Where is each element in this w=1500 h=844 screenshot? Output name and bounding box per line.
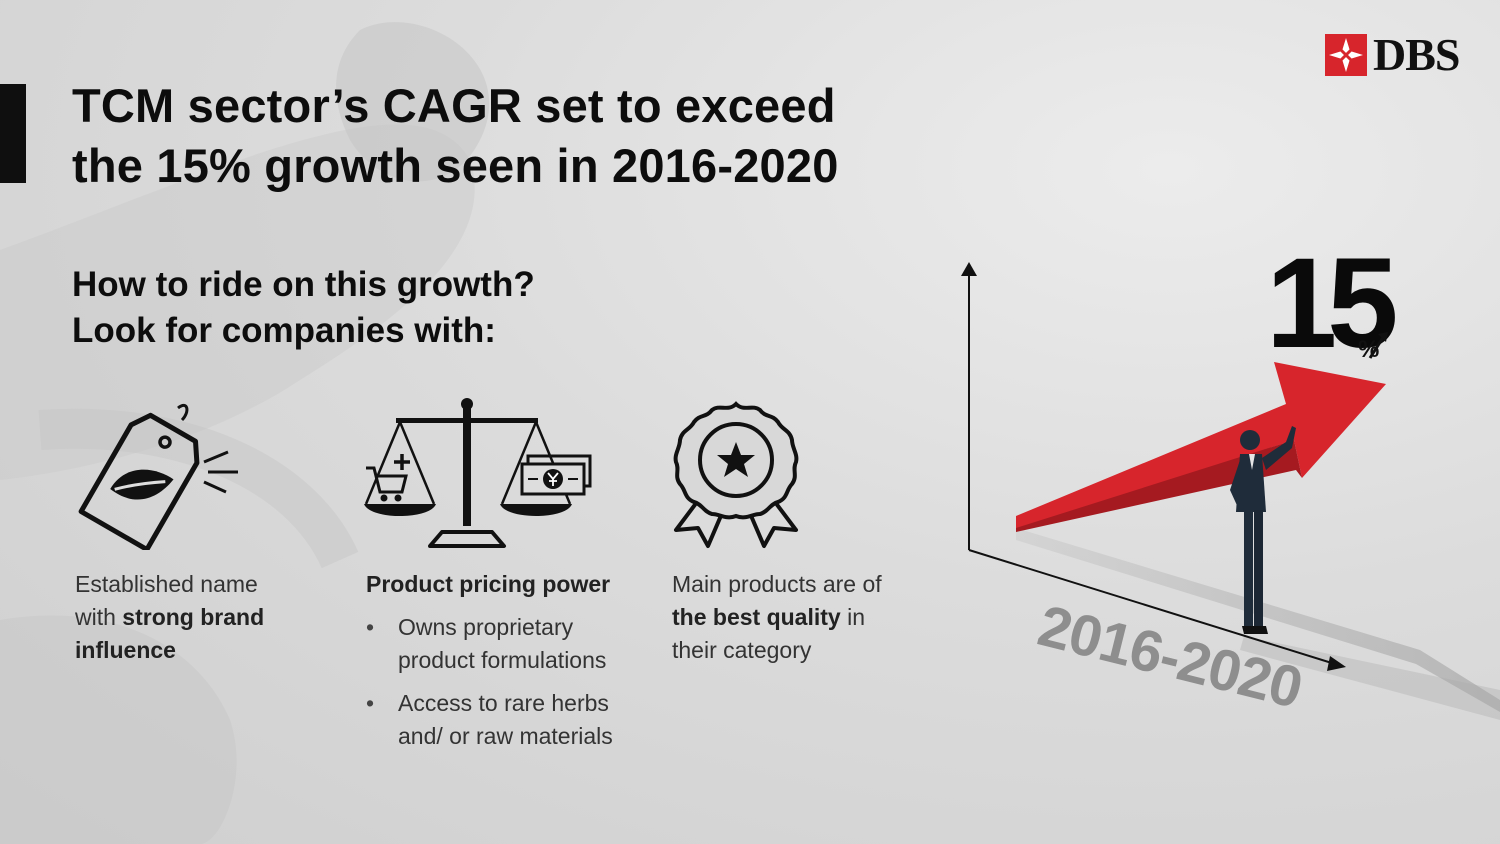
pricing-bullet-list: Owns proprietary product formulations Ac…: [366, 611, 656, 753]
brand-text: Established name with: [75, 571, 258, 630]
growth-illustration: [961, 262, 1500, 720]
title-line-2: the 15% growth seen in 2016-2020: [72, 139, 839, 192]
businessman-figure: [1230, 426, 1296, 634]
dbs-logo: DBS: [1325, 29, 1460, 80]
brand-text-bold: strong brand influence: [75, 604, 265, 663]
pricing-heading: Product pricing power: [366, 571, 611, 597]
pricing-bullet: Owns proprietary product formulations: [366, 611, 656, 677]
small-up-arrow-icon: [1368, 332, 1388, 359]
balance-scale-icon: [364, 398, 592, 548]
page-title: TCM sector’s CAGR set to exceed the 15% …: [72, 76, 952, 196]
pricing-bullet: Access to rare herbs and/ or raw materia…: [366, 687, 656, 753]
subtitle-line-2: Look for companies with:: [72, 311, 496, 350]
leaf-tag-icon: [78, 403, 238, 550]
quality-text-bold: the best quality: [672, 604, 841, 630]
feature-best-quality: Main products are of the best quality in…: [672, 568, 892, 667]
section-subtitle: How to ride on this growth? Look for com…: [72, 262, 632, 354]
feature-pricing-power: Product pricing power Owns proprietary p…: [366, 568, 656, 763]
growth-arrow: [1016, 362, 1386, 530]
growth-unit: %: [1358, 336, 1380, 363]
subtitle-line-1: How to ride on this growth?: [72, 265, 535, 304]
quality-text-end: in their category: [672, 604, 865, 663]
dbs-star-icon: [1325, 34, 1367, 76]
title-line-1: TCM sector’s CAGR set to exceed: [72, 79, 836, 132]
title-accent-bar: [0, 84, 26, 183]
feature-brand-influence: Established name with strong brand influ…: [75, 568, 305, 667]
x-axis: [968, 549, 1336, 665]
quality-text: Main products are of: [672, 571, 882, 597]
logo-text: DBS: [1373, 29, 1460, 80]
award-medal-icon: [673, 401, 799, 548]
